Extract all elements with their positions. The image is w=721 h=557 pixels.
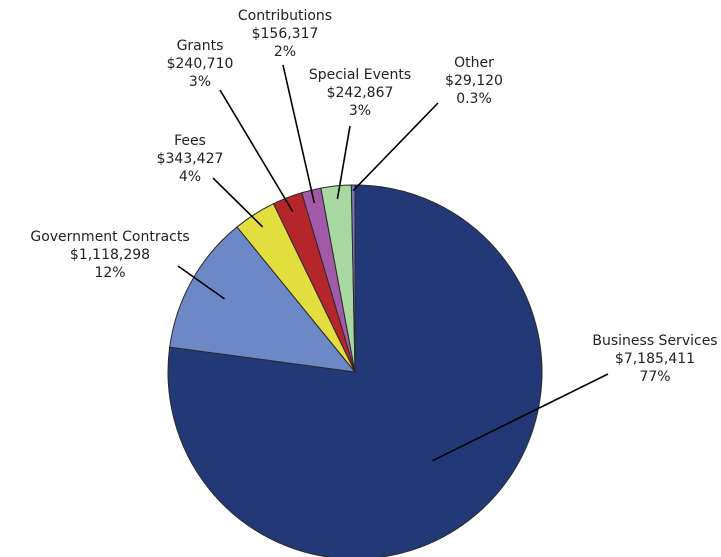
- slice-percent: 2%: [274, 44, 296, 60]
- slice-percent: 3%: [349, 103, 371, 119]
- leader-line-business-services: [432, 373, 609, 462]
- slice-name: Government Contracts: [30, 229, 189, 245]
- slice-percent: 0.3%: [456, 91, 492, 107]
- slice-name: Fees: [174, 133, 206, 149]
- slice-name: Special Events: [309, 67, 411, 83]
- slice-percent: 77%: [639, 369, 670, 385]
- leader-line-fees: [212, 177, 264, 228]
- leader-line-government-contracts: [177, 265, 225, 300]
- slice-name: Other: [454, 55, 494, 71]
- pie-slices: [167, 184, 543, 557]
- slice-name: Grants: [177, 38, 224, 54]
- slice-value: $156,317: [252, 26, 319, 42]
- leader-line-special-events: [336, 125, 351, 200]
- slice-value: $343,427: [157, 151, 224, 167]
- slice-value: $1,118,298: [70, 247, 150, 263]
- slice-label-business-services: Business Services $7,185,411 77%: [592, 333, 717, 385]
- leader-line-other: [352, 102, 439, 192]
- slice-label-other: Other $29,120 0.3%: [445, 55, 503, 107]
- leader-line-contributions: [282, 64, 316, 204]
- slice-percent: 12%: [94, 265, 125, 281]
- slice-labels: Business Services $7,185,411 77% Government…: [30, 8, 717, 385]
- leader-line-grants: [219, 89, 294, 213]
- slice-label-contributions: Contributions $156,317 2%: [238, 8, 332, 60]
- slice-label-grants: Grants $240,710 3%: [167, 38, 234, 90]
- slice-value: $7,185,411: [615, 351, 695, 367]
- slice-label-special-events: Special Events $242,867 3%: [309, 67, 411, 119]
- slice-label-fees: Fees $343,427 4%: [157, 133, 224, 185]
- pie-slice-government-contracts: [169, 226, 357, 373]
- slice-value: $242,867: [327, 85, 394, 101]
- leader-lines: [177, 64, 609, 462]
- slice-percent: 4%: [179, 169, 201, 185]
- slice-value: $29,120: [445, 73, 503, 89]
- slice-percent: 3%: [189, 74, 211, 90]
- slice-value: $240,710: [167, 56, 234, 72]
- pie-slice-other: [350, 184, 356, 373]
- slice-name: Contributions: [238, 8, 332, 24]
- slice-label-government-contracts: Government Contracts $1,118,298 12%: [30, 229, 189, 281]
- slice-name: Business Services: [592, 333, 717, 349]
